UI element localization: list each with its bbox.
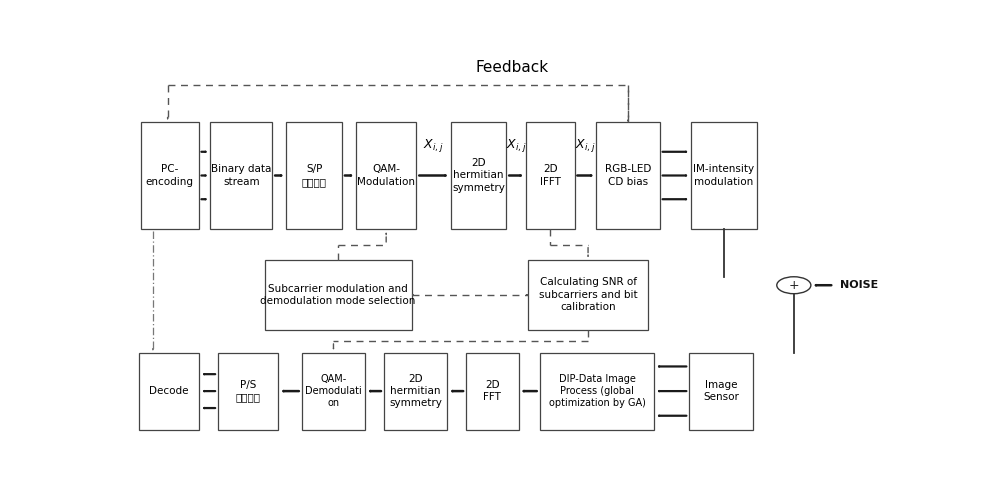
FancyBboxPatch shape — [689, 352, 753, 430]
Text: S/P
串并转换: S/P 串并转换 — [302, 164, 327, 186]
Text: $X_{i,j}$: $X_{i,j}$ — [423, 138, 444, 154]
Text: $X_{i,j}$: $X_{i,j}$ — [506, 138, 526, 154]
Text: RGB-LED
CD bias: RGB-LED CD bias — [605, 164, 651, 186]
Text: NOISE: NOISE — [840, 280, 878, 290]
Text: 2D
FFT: 2D FFT — [483, 380, 501, 402]
Text: DIP-Data Image
Process (global
optimization by GA): DIP-Data Image Process (global optimizat… — [549, 374, 645, 408]
FancyBboxPatch shape — [139, 352, 199, 430]
Text: P/S
并串转换: P/S 并串转换 — [236, 380, 261, 402]
Text: +: + — [789, 278, 799, 291]
Text: Image
Sensor: Image Sensor — [703, 380, 739, 402]
Text: Calculating SNR of
subcarriers and bit
calibration: Calculating SNR of subcarriers and bit c… — [539, 278, 637, 312]
FancyBboxPatch shape — [691, 122, 757, 230]
FancyBboxPatch shape — [384, 352, 447, 430]
FancyBboxPatch shape — [264, 260, 412, 330]
FancyBboxPatch shape — [286, 122, 342, 230]
FancyBboxPatch shape — [540, 352, 654, 430]
Text: QAM-
Demodulati
on: QAM- Demodulati on — [305, 374, 362, 408]
FancyBboxPatch shape — [302, 352, 365, 430]
Text: IM-intensity
modulation: IM-intensity modulation — [693, 164, 754, 186]
Text: PC-
encoding: PC- encoding — [146, 164, 194, 186]
Text: Binary data
stream: Binary data stream — [211, 164, 271, 186]
Text: $X_{i,j}$: $X_{i,j}$ — [575, 138, 596, 154]
FancyBboxPatch shape — [466, 352, 519, 430]
FancyBboxPatch shape — [210, 122, 272, 230]
Text: 2D
IFFT: 2D IFFT — [540, 164, 561, 186]
Text: Decode: Decode — [149, 386, 189, 396]
FancyBboxPatch shape — [450, 122, 506, 230]
FancyBboxPatch shape — [356, 122, 416, 230]
Text: Subcarrier modulation and
demodulation mode selection: Subcarrier modulation and demodulation m… — [260, 284, 416, 306]
Text: Feedback: Feedback — [476, 60, 549, 76]
Text: QAM-
Modulation: QAM- Modulation — [357, 164, 415, 186]
Text: 2D
hermitian
symmetry: 2D hermitian symmetry — [452, 158, 505, 193]
Text: 2D
hermitian
symmetry: 2D hermitian symmetry — [389, 374, 442, 408]
FancyBboxPatch shape — [526, 122, 574, 230]
FancyBboxPatch shape — [218, 352, 278, 430]
FancyBboxPatch shape — [596, 122, 660, 230]
FancyBboxPatch shape — [528, 260, 648, 330]
FancyBboxPatch shape — [140, 122, 199, 230]
